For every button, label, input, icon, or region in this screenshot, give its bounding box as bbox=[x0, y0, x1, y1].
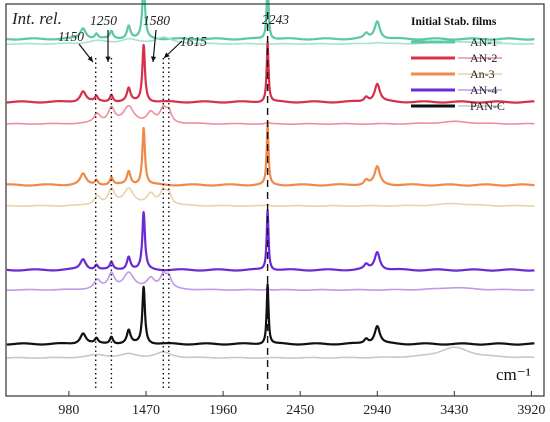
annotation-layer: 1150 1250 1580 1615 2243 bbox=[58, 12, 289, 390]
legend-title: Initial Stab. films bbox=[411, 16, 497, 28]
series-an-3-initial bbox=[6, 123, 536, 187]
x-tick-label-2940: 2940 bbox=[363, 403, 391, 418]
legend: Initial Stab. films AN-1 AN-2 An-3 AN-4 PAN-… bbox=[411, 16, 505, 113]
annotation-label-1250: 1250 bbox=[90, 13, 117, 28]
series-layer bbox=[6, 0, 536, 359]
series-an-2-initial bbox=[6, 41, 536, 104]
x-tick-label-2450: 2450 bbox=[286, 403, 314, 418]
x-tick-label-3430: 3430 bbox=[440, 403, 468, 418]
x-tick-label-3920: 3920 bbox=[517, 403, 545, 418]
annotation-arrowhead-1150 bbox=[87, 56, 93, 62]
plot-frame bbox=[5, 3, 545, 397]
series-an-3-stabilized bbox=[6, 187, 535, 207]
legend-label-pan-c: PAN-C bbox=[470, 99, 505, 113]
annotation-arrowhead-1615 bbox=[164, 52, 170, 58]
legend-label-an-3: An-3 bbox=[470, 67, 495, 81]
x-tick-label-980: 980 bbox=[58, 403, 79, 418]
annotation-label-1150: 1150 bbox=[58, 29, 84, 44]
annotation-label-1615: 1615 bbox=[180, 34, 207, 49]
x-tick-label-1960: 1960 bbox=[209, 403, 237, 418]
legend-label-an-4: AN-4 bbox=[470, 83, 497, 97]
annotation-arrowhead-1250 bbox=[105, 56, 111, 62]
x-axis-unit: cm⁻¹ bbox=[496, 365, 531, 384]
series-pan-c-initial bbox=[6, 283, 536, 346]
series-an-4-initial bbox=[6, 209, 536, 272]
y-axis-label: Int. rel. bbox=[11, 9, 62, 28]
annotation-label-1580: 1580 bbox=[143, 13, 170, 28]
x-axis: 980 1470 1960 2450 2940 3430 3920 bbox=[58, 391, 545, 418]
x-tick-label-1470: 1470 bbox=[132, 403, 160, 418]
series-pan-c-stabilized bbox=[6, 346, 535, 359]
annotation-arrowhead-1580 bbox=[150, 56, 157, 62]
annotation-label-2243: 2243 bbox=[262, 12, 289, 27]
legend-label-an-1: AN-1 bbox=[470, 35, 497, 49]
series-an-2-stabilized bbox=[6, 104, 535, 125]
series-an-4-stabilized bbox=[6, 271, 535, 291]
legend-label-an-2: AN-2 bbox=[470, 51, 497, 65]
series-an-1-initial bbox=[6, 0, 536, 41]
